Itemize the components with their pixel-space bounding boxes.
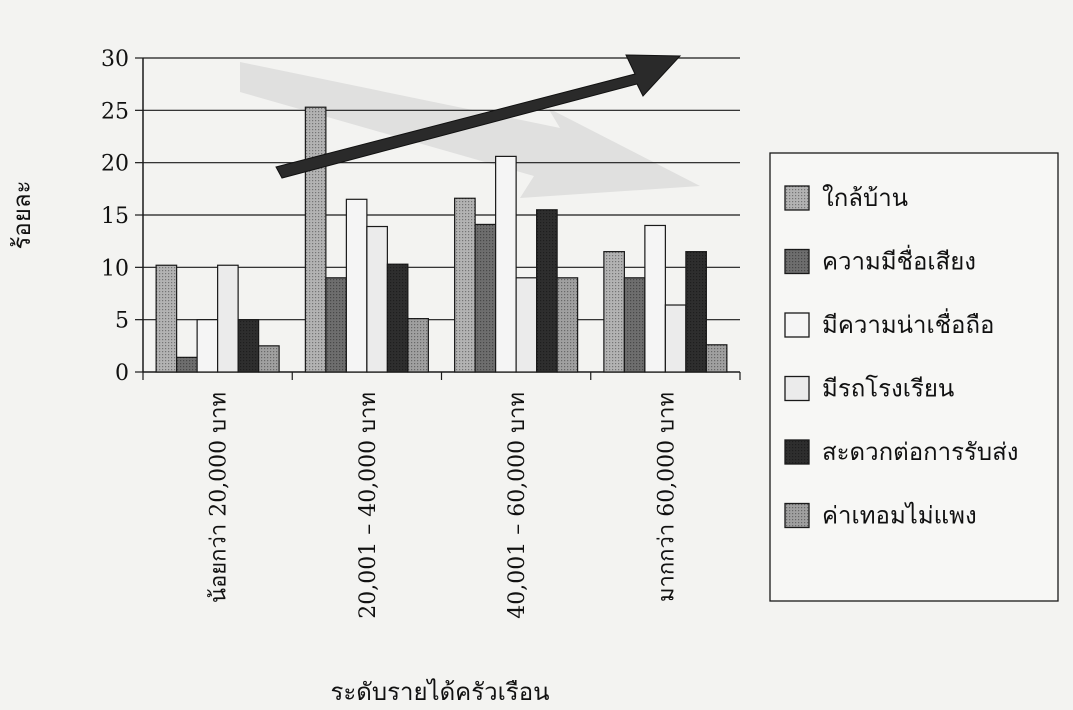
bar-texture xyxy=(176,357,198,372)
bar xyxy=(495,155,517,373)
legend-swatch-texture xyxy=(785,186,809,210)
legend-label: ค่าเทอมไม่แพง xyxy=(822,502,977,530)
bar xyxy=(345,198,368,373)
y-tick-label: 30 xyxy=(101,47,129,72)
legend-label: ความมีชื่อเสียง xyxy=(822,245,976,276)
background-annotation-layer xyxy=(240,62,700,198)
trend-up-arrow xyxy=(275,54,682,179)
legend: ใกล้บ้านความมีชื่อเสียงมีความน่าเชื่อถือ… xyxy=(769,152,1059,602)
y-axis-title: ร้อยละ xyxy=(8,181,36,250)
y-tick-label: 5 xyxy=(115,309,129,334)
bar-texture xyxy=(407,318,429,372)
y-tick-label: 10 xyxy=(101,256,129,281)
bar-texture xyxy=(325,277,347,372)
y-tick-label: 15 xyxy=(101,204,129,229)
x-category-label: 40,001 – 60,000 บาท xyxy=(505,392,530,619)
bar-texture xyxy=(536,209,558,372)
bar-texture xyxy=(603,251,625,372)
legend-swatch-texture xyxy=(785,440,809,464)
bar-texture xyxy=(238,319,259,372)
bar xyxy=(515,277,538,373)
bar xyxy=(664,304,687,373)
legend-swatch-texture xyxy=(785,503,809,528)
x-category-label: 20,001 – 40,000 บาท xyxy=(356,392,381,619)
bar-texture xyxy=(454,198,476,372)
x-axis-title: ระดับรายได้ครัวเรือน xyxy=(330,678,549,706)
bar-texture xyxy=(557,277,578,372)
legend-swatch xyxy=(784,312,810,338)
y-tick-label: 25 xyxy=(101,99,129,124)
legend-label: มีความน่าเชื่อถือ xyxy=(822,308,994,339)
bar-texture xyxy=(387,264,408,372)
legend-box xyxy=(769,152,1059,602)
bar xyxy=(644,224,666,373)
legend-swatch-texture xyxy=(785,249,809,274)
bar xyxy=(366,225,388,373)
bar-texture xyxy=(156,265,177,372)
bar-texture xyxy=(706,344,727,372)
legend-label: ใกล้บ้าน xyxy=(822,184,908,212)
bar-texture xyxy=(475,224,496,372)
legend-swatch xyxy=(784,375,810,402)
x-category-label: มากกว่า 60,000 บาท xyxy=(654,392,679,602)
decorative-light-arrow xyxy=(240,62,700,198)
legend-label: สะดวกต่อการรับส่ง xyxy=(822,438,1019,466)
x-category-label: น้อยกว่า 20,000 บาท xyxy=(207,392,232,603)
y-tick-label: 0 xyxy=(115,361,129,386)
bar-texture xyxy=(624,277,645,372)
bar-texture xyxy=(258,345,280,372)
legend-label: มีรถโรงเรียน xyxy=(822,375,954,403)
trend-arrow-layer xyxy=(275,54,682,179)
bar-texture xyxy=(685,251,707,372)
bar-texture xyxy=(305,107,326,373)
y-tick-label: 20 xyxy=(101,152,129,177)
bar xyxy=(196,319,219,373)
bars xyxy=(155,106,728,373)
axes: 0 5 10 15 20 25 30 น้อยกว่า 20,000 บาท 20,001 – … xyxy=(101,47,741,619)
bar xyxy=(217,264,239,373)
